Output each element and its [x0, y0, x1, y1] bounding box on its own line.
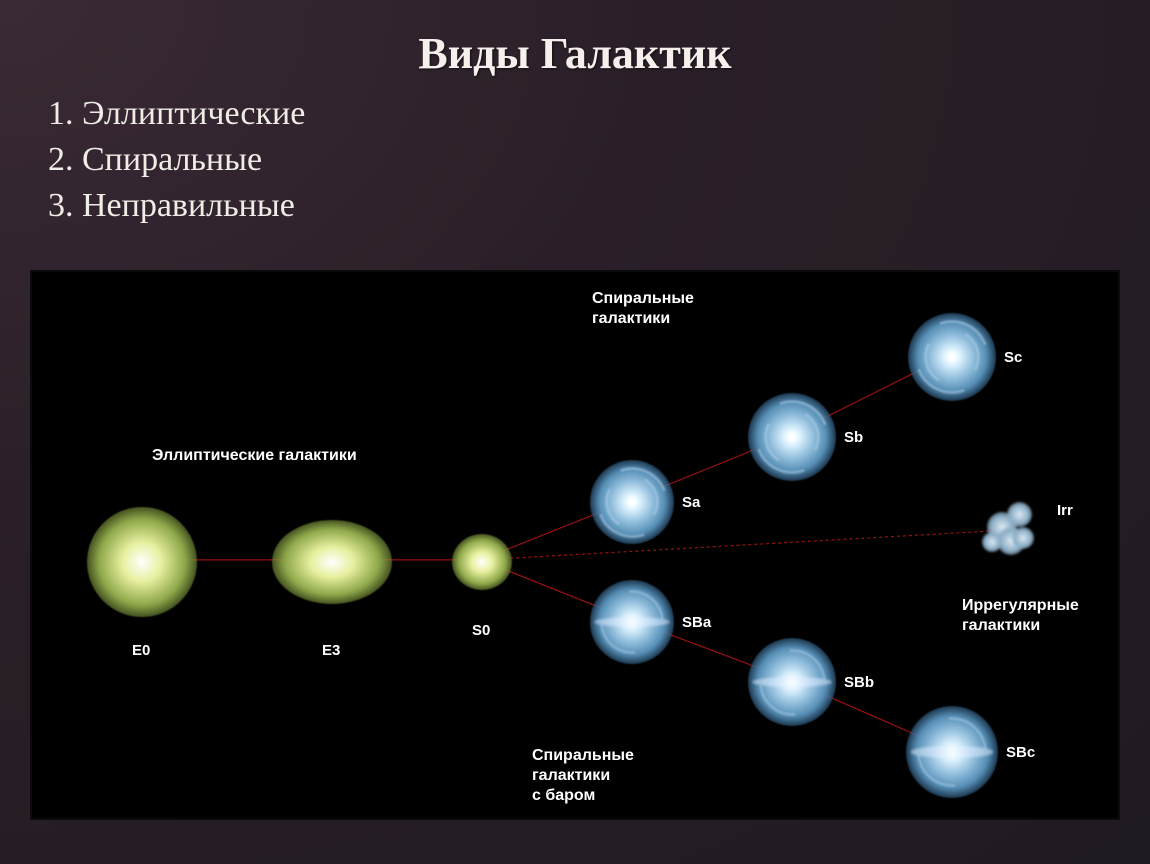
galaxy-label-e3: E3	[322, 642, 340, 659]
galaxy-e3	[272, 520, 392, 604]
irregular-heading2: галактики	[962, 617, 1040, 635]
galaxy-label-s0: S0	[472, 622, 490, 639]
spiral-bar-heading1: Спиральные	[532, 747, 634, 765]
spiral-bar-heading3: с баром	[532, 787, 595, 805]
galaxy-e0	[87, 507, 197, 617]
list-item: 3. Неправильные	[48, 183, 1150, 229]
list-item: 1. Эллиптические	[48, 91, 1150, 137]
spiral-heading-top2: галактики	[592, 310, 670, 328]
galaxy-label-e0: E0	[132, 642, 150, 659]
list-item: 2. Спиральные	[48, 137, 1150, 183]
galaxy-sba	[590, 580, 674, 664]
spiral-bar-heading2: галактики	[532, 767, 610, 785]
galaxy-label-sc: Sc	[1004, 349, 1022, 366]
hubble-diagram: E0 E3 S0 Sa Sb Sc SBa SBb SBc Irr Эллиптические га…	[30, 270, 1120, 820]
galaxy-label-sa: Sa	[682, 494, 700, 511]
galaxy-label-sb: Sb	[844, 429, 863, 446]
spiral-heading-top: Спиральные	[592, 290, 694, 308]
galaxy-s0	[452, 534, 512, 590]
galaxy-label-sba: SBa	[682, 614, 711, 631]
galaxy-sb	[748, 393, 836, 481]
galaxy-sbc	[906, 706, 998, 798]
galaxy-label-irr: Irr	[1057, 502, 1073, 519]
galaxy-type-list: 1. Эллиптические 2. Спиральные 3. Неправ…	[0, 79, 1150, 229]
page-title: Виды Галактик	[0, 0, 1150, 79]
galaxy-label-sbc: SBc	[1006, 744, 1035, 761]
galaxy-sc	[908, 313, 996, 401]
galaxy-sa	[590, 460, 674, 544]
galaxy-sbb	[748, 638, 836, 726]
galaxy-label-sbb: SBb	[844, 674, 874, 691]
irregular-heading1: Иррегулярные	[962, 597, 1079, 615]
elliptical-heading: Эллиптические галактики	[152, 447, 357, 465]
